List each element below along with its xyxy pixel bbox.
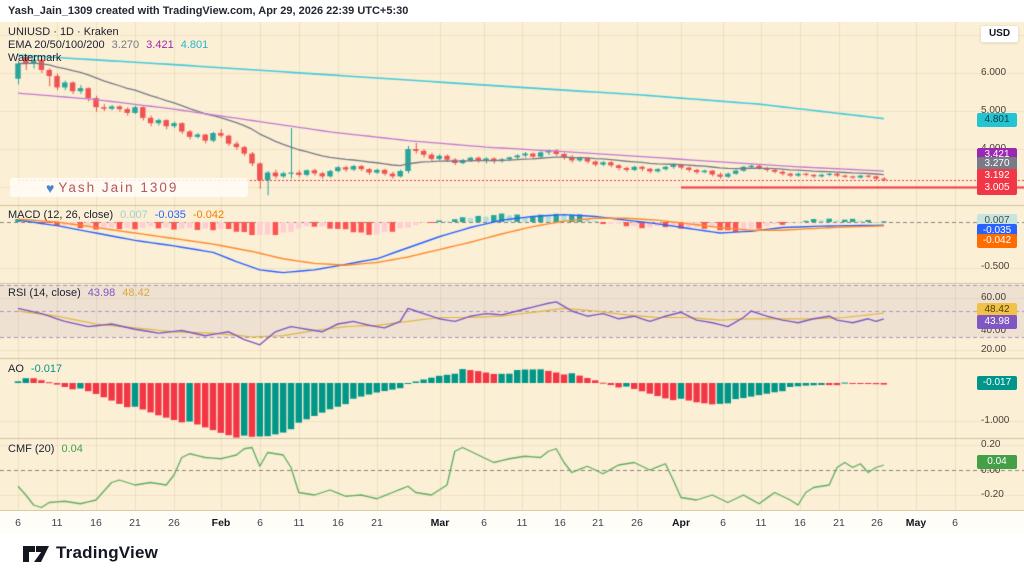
cmf-pane-legend[interactable]: CMF (20) 0.04 [8,443,83,455]
tradingview-wordmark[interactable]: TradingView [56,543,159,562]
axis-label: -1.000 [981,415,1010,426]
time-tick: 21 [129,517,141,529]
time-tick: 6 [952,517,958,529]
time-tick: 16 [794,517,806,529]
legend-value: 3.270 [111,39,140,51]
time-tick: 26 [168,517,180,529]
price-badge: -0.042 [977,234,1017,248]
time-tick-month: May [905,517,927,529]
axis-label: 0.00 [981,465,1001,476]
heart-icon: ♥ [46,180,55,196]
time-tick: 6 [481,517,487,529]
footer-bar: TradingView [0,534,1024,574]
time-tick-month: Mar [430,517,450,529]
price-badge: -0.017 [977,376,1017,390]
rsi-pane-legend[interactable]: RSI (14, close) 43.98 48.42 [8,287,150,299]
price-badge: 43.98 [977,315,1017,329]
legend-value: 3.421 [146,39,174,51]
legend-value: -0.035 [154,209,186,221]
time-tick: 6 [15,517,21,529]
time-tick: 26 [631,517,643,529]
price-pane-legend: UNIUSD · 1D · Kraken EMA 20/50/100/200 3.… [8,26,208,65]
axis-label: 5.000 [981,105,1007,116]
macd-pane-legend[interactable]: MACD (12, 26, close) 0.007 -0.035 -0.042 [8,209,225,221]
price-badge: 3.005 [977,181,1017,195]
axis-label: 0.20 [981,439,1001,450]
legend-value: 0.007 [120,209,148,221]
tradingview-logo-icon[interactable] [22,544,50,569]
time-tick: 11 [293,517,305,529]
time-tick: 26 [871,517,883,529]
axis-label: -0.500 [981,261,1010,272]
time-tick: 6 [720,517,726,529]
currency-toggle-button[interactable]: USD [980,25,1019,43]
time-tick: 11 [516,517,528,529]
watermark-legend[interactable]: Watermark [8,52,62,64]
watermark-drawing: ♥ Yash Jain 1309 [10,178,248,197]
time-axis[interactable]: 6 11 16 21 26 Feb 6 11 16 21 Mar 6 11 16 21 26 Apr 6 11 16 2… [0,510,1024,535]
legend-value: 48.42 [122,287,150,299]
time-tick: 21 [592,517,604,529]
time-tick: 21 [371,517,383,529]
axis-label: 60.00 [981,292,1007,303]
time-tick-month: Apr [671,517,691,529]
legend-value: 43.98 [87,287,116,299]
time-tick-month: Feb [211,517,231,529]
symbol-legend[interactable]: UNIUSD · 1D · Kraken [8,26,119,38]
axis-label: 20.00 [981,344,1007,355]
legend-value: 0.04 [61,443,83,455]
export-title-bar: Yash_Jain_1309 created with TradingView.… [0,0,1024,22]
axis-label: -0.20 [981,489,1004,500]
legend-value: -0.017 [30,363,63,375]
price-badge: 3.192 [977,169,1017,183]
export-title-text: Yash_Jain_1309 created with TradingView.… [8,5,409,17]
time-tick: 16 [554,517,566,529]
time-tick: 16 [332,517,344,529]
ao-pane-legend[interactable]: AO -0.017 [8,363,63,375]
time-tick: 21 [833,517,845,529]
price-badge: 0.04 [977,455,1017,469]
time-tick: 16 [90,517,102,529]
legend-value: 4.801 [180,39,209,51]
price-badge: 4.801 [977,113,1017,127]
time-tick: 11 [51,517,63,529]
axis-label: 40.00 [981,325,1007,336]
time-tick: 11 [755,517,767,529]
price-badge: 3.270 [977,157,1017,171]
legend-value: -0.042 [192,209,225,221]
time-tick: 6 [257,517,263,529]
ema-legend[interactable]: EMA 20/50/100/200 3.270 3.421 4.801 [8,39,209,51]
watermark-text: Yash Jain 1309 [58,180,179,195]
axis-label: 6.000 [981,67,1007,78]
price-badge: 48.42 [977,303,1017,317]
